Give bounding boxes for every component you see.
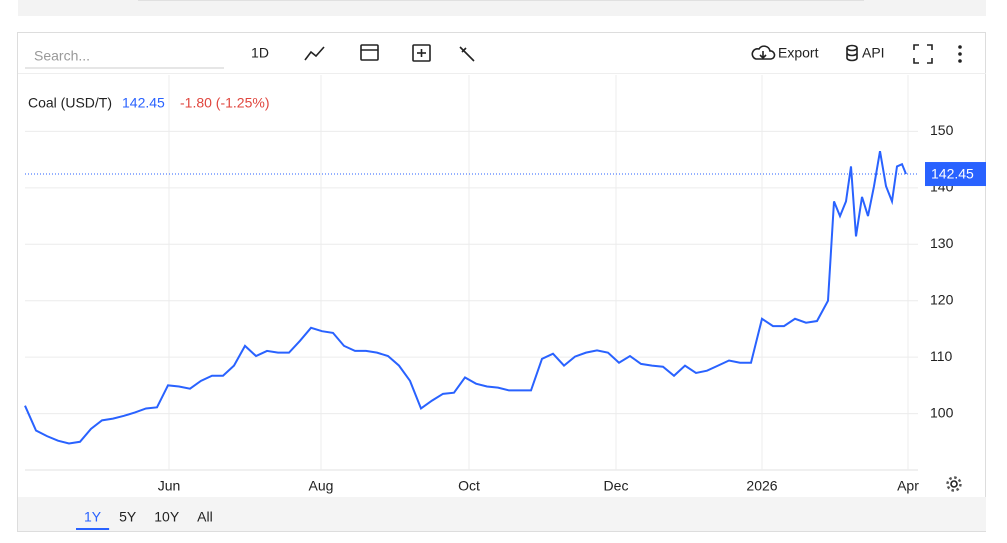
settings-icon[interactable] [946, 476, 962, 492]
range-button[interactable]: 1Y [84, 509, 102, 525]
x-tick-label: Aug [309, 478, 334, 494]
calendar-icon[interactable] [360, 44, 379, 61]
x-tick-label: 2026 [746, 478, 777, 494]
export-icon[interactable] [751, 45, 776, 60]
menu-icon[interactable] [958, 45, 962, 63]
y-tick-label: 150 [930, 122, 954, 138]
widget [17, 32, 986, 532]
x-tick-label: Dec [604, 478, 629, 494]
legend-price: 142.45 [122, 95, 165, 111]
range-button[interactable]: 10Y [154, 509, 180, 525]
legend-name: Coal (USD/T) [28, 95, 112, 111]
api-icon[interactable] [846, 44, 858, 62]
tools-icon[interactable] [459, 46, 475, 62]
top-strip [18, 0, 986, 16]
export-button[interactable]: Export [778, 45, 819, 61]
fullscreen-icon[interactable] [913, 44, 933, 64]
search[interactable]: Search... [34, 48, 90, 64]
range-button[interactable]: All [197, 509, 213, 525]
y-tick-label: 120 [930, 291, 954, 307]
range-bar [18, 497, 986, 531]
top-input [138, 0, 864, 1]
x-tick-label: Oct [458, 478, 480, 494]
add-icon[interactable] [412, 44, 431, 62]
x-tick-label: Apr [897, 478, 919, 494]
api-button[interactable]: API [862, 45, 885, 61]
interval-button[interactable]: 1D [251, 45, 269, 61]
y-tick-label: 110 [930, 348, 953, 364]
chart-type-icon[interactable] [304, 46, 325, 61]
x-tick-label: Jun [158, 478, 181, 494]
y-tick-label: 130 [930, 235, 954, 251]
y-tick-label: 100 [930, 404, 954, 420]
last-price-label: 142.45 [931, 166, 974, 182]
legend-change: -1.80 (-1.25%) [180, 95, 269, 111]
price-line [24, 151, 907, 445]
last-price-box [925, 162, 986, 187]
range-button[interactable]: 5Y [119, 509, 137, 525]
